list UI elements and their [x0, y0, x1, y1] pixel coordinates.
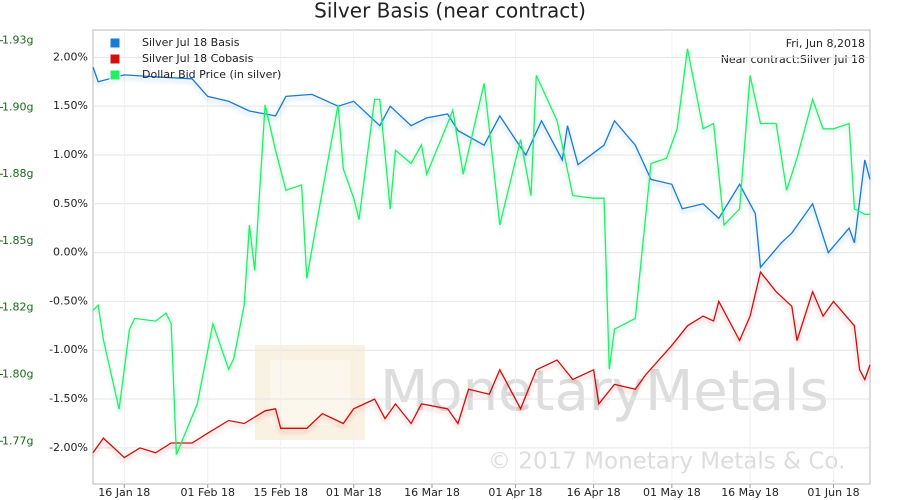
x-tick-label: 16 Jan 18	[98, 486, 150, 499]
y2-tick-label: 1.88g	[2, 167, 33, 180]
x-tick-label: 01 May 18	[643, 486, 701, 499]
y2-tick-label: 1.80g	[2, 368, 33, 381]
y-tick-label: -2.00%	[49, 441, 88, 454]
watermark-copyright: © 2017 Monetary Metals & Co.	[488, 449, 845, 475]
x-tick-label: 16 Apr 18	[567, 486, 621, 499]
x-tick-label: 01 Mar 18	[326, 486, 382, 499]
series-line	[92, 270, 871, 459]
x-tick-label: 01 Feb 18	[180, 486, 234, 499]
x-tick-label: 16 May 18	[721, 486, 779, 499]
y-tick-label: -0.50%	[49, 294, 88, 307]
x-tick-label: 01 Jun 18	[807, 486, 859, 499]
y2-tick-label: 1.85g	[2, 234, 33, 247]
y2-tick-label: 1.93g	[2, 34, 33, 47]
y-tick-label: 2.00%	[53, 50, 88, 63]
legend-label: Dollar Bid Price (in silver)	[142, 68, 281, 81]
legend-swatch	[109, 53, 121, 65]
lines	[92, 48, 871, 459]
y-tick-label: 1.00%	[53, 148, 88, 161]
legend-swatch	[109, 69, 121, 81]
watermark-text: MonetaryMetals	[380, 359, 829, 424]
chart-title: Silver Basis (near contract)	[314, 0, 586, 23]
y-tick-label: -1.00%	[49, 343, 88, 356]
legend-label: Silver Jul 18 Cobasis	[142, 52, 254, 65]
legend: Silver Jul 18 Basis Silver Jul 18 Cobasis…	[109, 36, 281, 81]
x-tick-label: 15 Feb 18	[253, 486, 307, 499]
y-tick-label: 0.00%	[53, 246, 88, 259]
x-tick-label: 01 Apr 18	[488, 486, 542, 499]
y-tick-label: 0.50%	[53, 197, 88, 210]
annotation-date: Fri, Jun 8,2018	[786, 37, 865, 50]
x-tick-label: 16 Mar 18	[404, 486, 460, 499]
legend-swatch	[109, 37, 121, 49]
annotation-contract: Near contract:Silver Jul 18	[721, 53, 865, 66]
y2-tick-label: 1.77g	[2, 434, 33, 447]
y-tick-label: 1.50%	[53, 99, 88, 112]
series-line	[92, 66, 871, 269]
series-line	[92, 48, 870, 455]
y2-tick-label: 1.90g	[2, 100, 33, 113]
watermark-logo	[255, 345, 365, 440]
plot-frame	[92, 29, 871, 485]
legend-label: Silver Jul 18 Basis	[142, 36, 240, 49]
y2-tick-label: 1.82g	[2, 301, 33, 314]
y-tick-label: -1.50%	[49, 392, 88, 405]
